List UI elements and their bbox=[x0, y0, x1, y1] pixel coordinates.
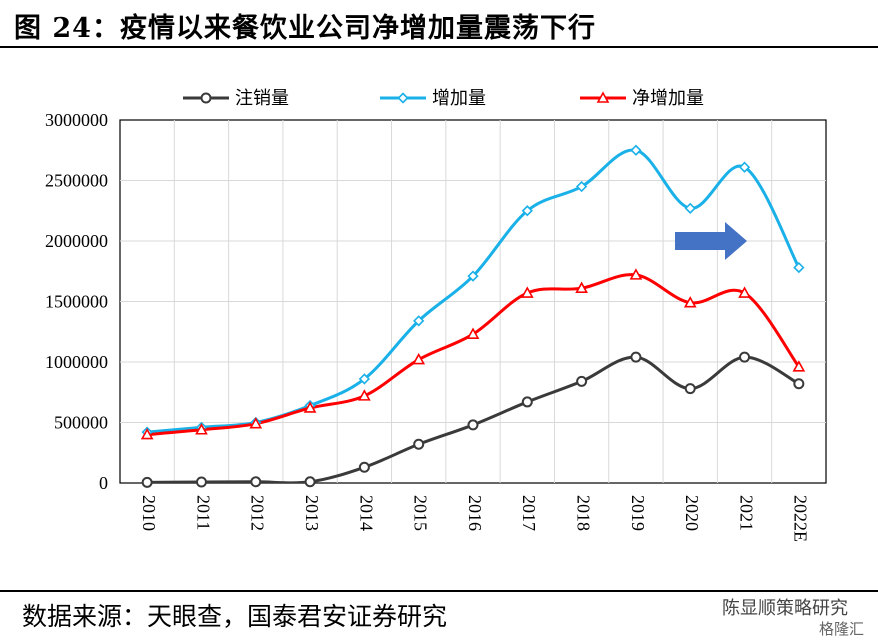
point-marker bbox=[140, 427, 154, 440]
x-tick-label: 2021 bbox=[736, 495, 756, 531]
y-tick-label: 0 bbox=[99, 473, 108, 493]
x-tick-label: 2020 bbox=[682, 495, 702, 531]
bottom-rule bbox=[0, 590, 878, 592]
top-rule bbox=[0, 46, 878, 48]
x-tick-label: 2014 bbox=[356, 495, 376, 531]
point-marker bbox=[200, 92, 212, 104]
point-marker bbox=[793, 261, 805, 274]
x-tick-label: 2012 bbox=[248, 495, 268, 531]
x-tick-label: 2013 bbox=[302, 495, 322, 531]
point-marker bbox=[466, 327, 480, 339]
point-marker bbox=[467, 270, 479, 282]
point-marker bbox=[521, 396, 533, 408]
point-marker bbox=[630, 351, 642, 363]
markers-group bbox=[140, 144, 806, 488]
point-marker bbox=[575, 180, 588, 193]
x-tick-label: 2019 bbox=[628, 495, 648, 531]
point-marker bbox=[738, 161, 751, 173]
point-marker bbox=[358, 373, 371, 385]
x-tick-label: 2022E bbox=[791, 495, 811, 542]
point-marker bbox=[141, 476, 153, 488]
point-marker bbox=[249, 417, 263, 429]
point-marker bbox=[793, 378, 805, 390]
y-tick-label: 1500000 bbox=[45, 292, 108, 312]
x-tick-label: 2016 bbox=[465, 495, 485, 531]
point-marker bbox=[250, 476, 262, 488]
legend-label: 净增加量 bbox=[632, 88, 704, 109]
source-note: 数据来源：天眼查，国泰君安证券研究 bbox=[22, 602, 448, 631]
point-marker bbox=[575, 281, 588, 293]
point-marker bbox=[195, 476, 207, 488]
point-marker bbox=[683, 296, 697, 308]
x-tick-label: 2010 bbox=[139, 495, 159, 531]
watermark-sub-text: 格隆汇 bbox=[818, 620, 864, 638]
point-marker bbox=[596, 91, 610, 103]
y-tick-label: 2000000 bbox=[45, 231, 108, 251]
point-marker bbox=[792, 360, 806, 372]
point-marker bbox=[358, 461, 370, 473]
point-marker bbox=[576, 375, 588, 387]
legend-label: 注销量 bbox=[235, 88, 289, 109]
annotation-arrow bbox=[675, 222, 747, 260]
point-marker bbox=[413, 438, 425, 450]
y-tick-label: 3000000 bbox=[45, 110, 108, 130]
point-marker bbox=[303, 401, 317, 413]
x-tick-label: 2015 bbox=[411, 495, 431, 531]
figure-title: 图 24：疫情以来餐饮业公司净增加量震荡下行 bbox=[14, 13, 596, 44]
y-axis-ticks: 0 500000 1000000 1500000 2000000 2500000 30000… bbox=[45, 110, 108, 493]
point-marker bbox=[684, 383, 696, 395]
point-marker bbox=[738, 286, 751, 298]
point-marker bbox=[521, 205, 533, 217]
y-tick-label: 500000 bbox=[54, 413, 108, 433]
legend: 注销量 增加量 净增加量 bbox=[183, 88, 704, 109]
point-marker bbox=[397, 92, 409, 104]
point-marker bbox=[195, 423, 208, 435]
point-marker bbox=[739, 351, 751, 363]
x-tick-label: 2018 bbox=[573, 495, 593, 531]
point-marker bbox=[413, 315, 425, 327]
y-tick-label: 1000000 bbox=[45, 352, 108, 372]
point-marker bbox=[412, 352, 426, 365]
point-marker bbox=[358, 389, 371, 401]
right-arrow-icon bbox=[675, 222, 747, 260]
point-marker bbox=[684, 202, 696, 214]
legend-label: 增加量 bbox=[432, 88, 486, 109]
line-chart: 0 500000 1000000 1500000 2000000 2500000 30000… bbox=[45, 88, 827, 542]
point-marker bbox=[520, 286, 534, 298]
y-tick-label: 2500000 bbox=[45, 171, 108, 191]
watermark-text: 陈显顺策略研究 bbox=[722, 598, 848, 619]
x-tick-label: 2017 bbox=[519, 495, 539, 531]
point-marker bbox=[467, 419, 479, 431]
x-axis-ticks: 2010 2011 2012 2013 2014 2015 2016 2017 2018 2019… bbox=[139, 495, 811, 542]
point-marker bbox=[304, 476, 316, 488]
x-tick-label: 2011 bbox=[193, 495, 213, 530]
point-marker bbox=[629, 268, 643, 280]
point-marker bbox=[630, 144, 642, 156]
